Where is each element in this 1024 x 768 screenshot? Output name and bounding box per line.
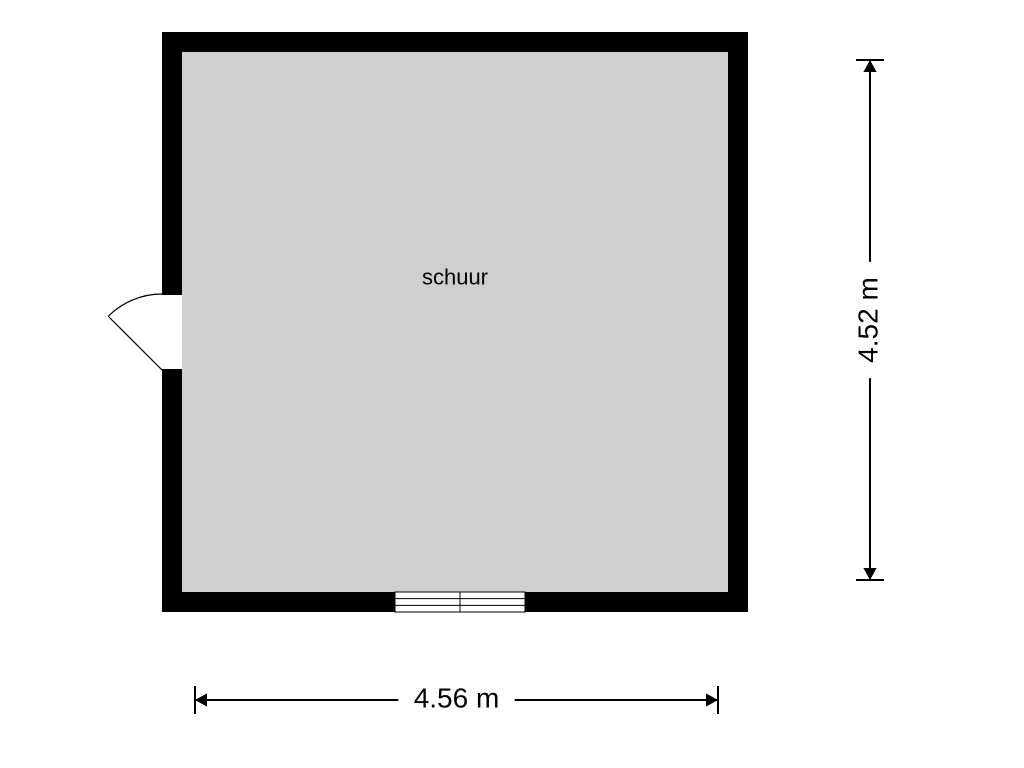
floorplan: schuur 4.56 m 4.52 m — [0, 0, 1024, 768]
wall-right — [728, 32, 748, 612]
window — [395, 592, 525, 612]
room-label: schuur — [422, 265, 488, 290]
room-schuur: schuur — [162, 32, 748, 612]
room-floor — [182, 52, 728, 592]
wall-top — [162, 32, 748, 52]
dimension-width-label: 4.56 m — [414, 682, 500, 713]
wall-bottom-left — [162, 592, 395, 612]
wall-left-lower — [162, 370, 182, 612]
dimension-height-label: 4.52 m — [852, 277, 883, 363]
wall-left-upper — [162, 32, 182, 294]
wall-bottom-right — [525, 592, 748, 612]
